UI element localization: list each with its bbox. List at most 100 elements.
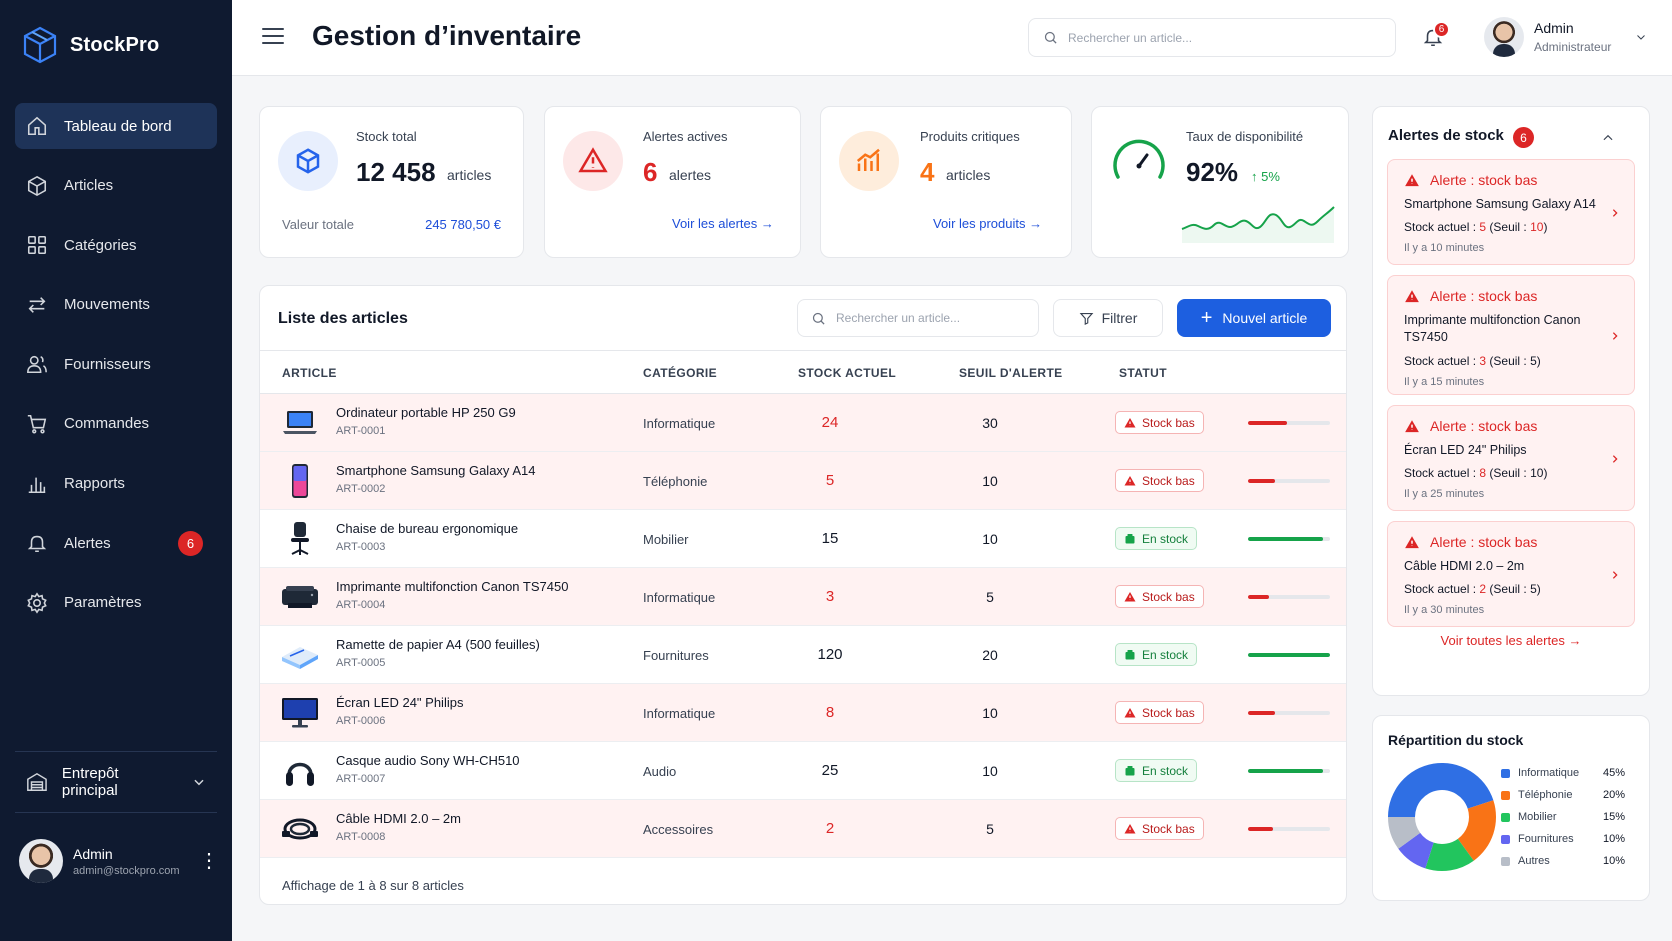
sidebar-item-orders[interactable]: Commandes bbox=[15, 401, 217, 447]
alert-time: Il y a 30 minutes bbox=[1404, 604, 1485, 616]
donut-slice[interactable] bbox=[1398, 832, 1434, 869]
sidebar-item-reports[interactable]: Rapports bbox=[15, 461, 217, 507]
kpi-value: 92% bbox=[1186, 157, 1239, 187]
chevron-right-icon bbox=[1612, 209, 1618, 217]
sidebar-item-suppliers[interactable]: Fournisseurs bbox=[15, 341, 217, 387]
list-search[interactable] bbox=[797, 299, 1039, 337]
sidebar-user[interactable]: Admin admin@stockpro.com ⋮ bbox=[19, 838, 219, 884]
legend-item: Mobilier 15% bbox=[1501, 806, 1625, 828]
article-ref: ART-0008 bbox=[336, 831, 386, 843]
sidebar-item-alerts[interactable]: Alertes 6 bbox=[15, 520, 217, 566]
column-header[interactable]: ARTICLE bbox=[282, 366, 337, 380]
user-menu[interactable]: Admin Administrateur bbox=[1484, 17, 1647, 57]
article-threshold: 10 bbox=[982, 763, 998, 779]
warning-icon bbox=[1124, 475, 1136, 487]
alert-card[interactable]: Alerte : stock bas Écran LED 24" Philips S… bbox=[1387, 405, 1635, 511]
sidebar-nav: Tableau de bord Articles Catégories Mouv… bbox=[15, 103, 217, 639]
sidebar-item-dashboard[interactable]: Tableau de bord bbox=[15, 103, 217, 149]
alert-stock-line: Stock actuel : 5 (Seuil : 10) bbox=[1404, 220, 1547, 234]
sidebar-item-categories[interactable]: Catégories bbox=[15, 222, 217, 268]
article-ref: ART-0002 bbox=[336, 483, 386, 495]
articles-list-card: Liste des articles Filtrer + Nouvel arti… bbox=[259, 285, 1347, 905]
table-row[interactable]: Smartphone Samsung Galaxy A14 ART-0002 Tél… bbox=[260, 452, 1346, 510]
legend-swatch bbox=[1501, 812, 1510, 822]
kpi-icon-wrap bbox=[563, 131, 623, 191]
alert-stock-line: Stock actuel : 8 (Seuil : 10) bbox=[1404, 466, 1547, 480]
view-products-link[interactable]: Voir les produits → bbox=[933, 216, 1043, 231]
article-stock: 24 bbox=[821, 414, 839, 431]
article-name[interactable]: Chaise de bureau ergonomique bbox=[336, 521, 519, 536]
article-name[interactable]: Casque audio Sony WH-CH510 bbox=[336, 753, 520, 768]
alert-seuil-end: ) bbox=[1536, 354, 1541, 368]
kpi-sub-value: 245 780,50 € bbox=[425, 217, 501, 232]
chevron-up-icon[interactable] bbox=[1601, 131, 1615, 145]
menu-toggle-icon[interactable] bbox=[262, 28, 284, 46]
home-icon bbox=[27, 116, 47, 136]
article-name[interactable]: Ramette de papier A4 (500 feuilles) bbox=[336, 637, 540, 652]
table-row[interactable]: Écran LED 24" Philips ART-0006 Informatiqu… bbox=[260, 684, 1346, 742]
global-search-input[interactable] bbox=[1068, 30, 1395, 45]
article-name[interactable]: Ordinateur portable HP 250 G9 bbox=[336, 405, 516, 420]
stock-level-fill bbox=[1248, 711, 1276, 715]
sidebar-item-movements[interactable]: Mouvements bbox=[15, 282, 217, 328]
donut-slice[interactable] bbox=[1388, 817, 1421, 849]
user-email: admin@stockpro.com bbox=[73, 864, 180, 877]
status-badge: En stock bbox=[1115, 527, 1198, 550]
sidebar-item-articles[interactable]: Articles bbox=[15, 163, 217, 209]
table-row[interactable]: Chaise de bureau ergonomique ART-0003 Mobi… bbox=[260, 510, 1346, 568]
donut-slice[interactable] bbox=[1425, 838, 1474, 872]
alert-product-name: Imprimante multifonction Canon TS7450 bbox=[1404, 313, 1581, 344]
article-name[interactable]: Écran LED 24" Philips bbox=[336, 695, 464, 710]
article-name[interactable]: Câble HDMI 2.0 – 2m bbox=[336, 811, 461, 826]
view-alerts-link[interactable]: Voir les alertes → bbox=[672, 216, 774, 231]
kpi-label: Produits critiques bbox=[920, 129, 1020, 144]
article-name[interactable]: Smartphone Samsung Galaxy A14 bbox=[336, 463, 536, 478]
alerts-count-badge: 6 bbox=[1513, 127, 1534, 148]
table-row[interactable]: Ramette de papier A4 (500 feuilles) ART-0… bbox=[260, 626, 1346, 684]
status-label: Stock bas bbox=[1142, 415, 1195, 430]
column-header[interactable]: STATUT bbox=[1119, 366, 1167, 380]
view-all-alerts-link[interactable]: Voir toutes les alertes → bbox=[1440, 633, 1582, 648]
user-role: Administrateur bbox=[1534, 40, 1612, 54]
table-row[interactable]: Imprimante multifonction Canon TS7450 ART… bbox=[260, 568, 1346, 626]
page-title: Gestion d’inventaire bbox=[312, 20, 582, 51]
table-row[interactable]: Ordinateur portable HP 250 G9 ART-0001 Inf… bbox=[260, 394, 1346, 452]
alert-card[interactable]: Alerte : stock bas Câble HDMI 2.0 – 2m Sto… bbox=[1387, 521, 1635, 627]
more-options-icon[interactable]: ⋮ bbox=[199, 850, 219, 872]
list-search-input[interactable] bbox=[836, 311, 1038, 325]
alerts-panel-title: Alertes de stock bbox=[1388, 127, 1504, 144]
donut-slice[interactable] bbox=[1457, 800, 1497, 861]
column-header[interactable]: STOCK ACTUEL bbox=[798, 366, 897, 380]
column-header[interactable]: SEUIL D'ALERTE bbox=[959, 366, 1063, 380]
sidebar-item-label: Fournisseurs bbox=[64, 355, 151, 373]
table-row[interactable]: Casque audio Sony WH-CH510 ART-0007 Audio 2… bbox=[260, 742, 1346, 800]
sidebar-item-label: Tableau de bord bbox=[64, 117, 172, 135]
global-search[interactable] bbox=[1028, 18, 1396, 57]
article-category: Informatique bbox=[643, 706, 716, 721]
legend-swatch bbox=[1501, 768, 1510, 778]
stock-level-fill bbox=[1248, 827, 1273, 831]
warning-icon bbox=[578, 147, 608, 173]
table-row[interactable]: Câble HDMI 2.0 – 2m ART-0008 Accessoires 2 5… bbox=[260, 800, 1346, 858]
column-header[interactable]: CATÉGORIE bbox=[643, 366, 718, 380]
sidebar-item-settings[interactable]: Paramètres bbox=[15, 580, 217, 626]
warehouse-selector[interactable]: Entrepôt principal bbox=[26, 765, 206, 799]
alert-card[interactable]: Alerte : stock bas Smartphone Samsung Gal… bbox=[1387, 159, 1635, 265]
alert-stock-value: 3 bbox=[1479, 354, 1487, 368]
alert-heading-text: Alerte : stock bas bbox=[1430, 288, 1538, 304]
alert-seuil-end: ) bbox=[1543, 466, 1548, 480]
donut-slice[interactable] bbox=[1388, 762, 1494, 817]
alert-card[interactable]: Alerte : stock bas Imprimante multifoncti… bbox=[1387, 275, 1635, 395]
article-name[interactable]: Imprimante multifonction Canon TS7450 bbox=[336, 579, 569, 594]
chevron-right-icon bbox=[1612, 571, 1618, 579]
brand[interactable]: StockPro bbox=[22, 26, 159, 64]
notifications-button[interactable]: 6 bbox=[1422, 21, 1450, 50]
filter-button[interactable]: Filtrer bbox=[1053, 299, 1163, 337]
alert-stock-value: 5 bbox=[1479, 220, 1487, 234]
bar-chart-icon bbox=[856, 148, 880, 171]
stock-level-fill bbox=[1248, 653, 1330, 657]
legend-item: Informatique 45% bbox=[1501, 762, 1625, 784]
monitor-thumbnail-icon bbox=[280, 695, 320, 731]
alert-seuil-end: ) bbox=[1543, 220, 1548, 234]
new-article-button[interactable]: + Nouvel article bbox=[1177, 299, 1331, 337]
